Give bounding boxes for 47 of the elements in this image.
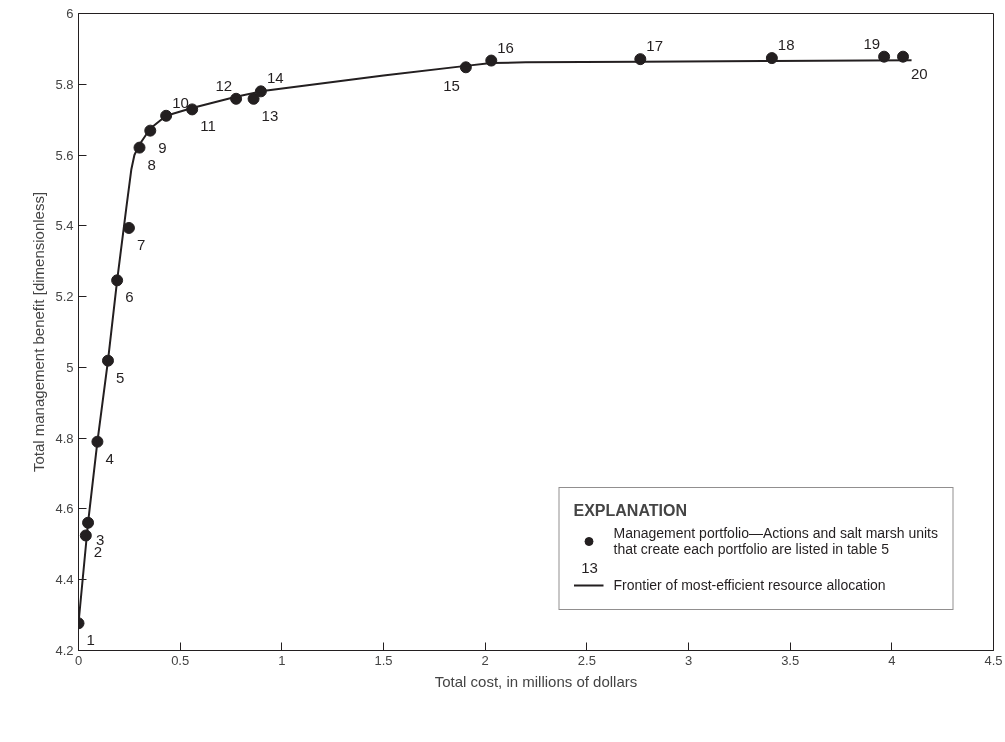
annotation: 13 [581, 558, 598, 576]
x-tick-label: 2.5 [577, 652, 596, 668]
y-tick-label: 5.8 [55, 76, 74, 92]
annotation: 10 [172, 93, 189, 111]
annotation: 9 [158, 138, 167, 156]
annotation: 17 [646, 37, 663, 55]
annotation: 8 [147, 155, 156, 173]
annotation: 4 [105, 449, 114, 467]
annotation: 20 [911, 64, 928, 82]
legend-title: EXPLANATION [573, 502, 688, 520]
annotation: 19 [863, 34, 881, 52]
annotation: 7 [136, 235, 146, 253]
annotation: 3 [96, 530, 105, 548]
x-tick-label: 3.5 [781, 652, 800, 668]
x-tick-label: 1 [278, 652, 286, 668]
point [247, 92, 260, 105]
annotation: 15 [443, 77, 460, 95]
y-tick-label: 4.2 [55, 643, 74, 658]
x-tick-label: 0.5 [171, 652, 190, 668]
legend-label: Management portfolio—Actions and salt marsh units that create each portfolio are listed in table 5 [613, 525, 938, 557]
annotation: 11 [200, 117, 216, 135]
annotation: 5 [115, 368, 125, 386]
y-tick-label: 4.6 [55, 501, 74, 517]
annotation: 16 [497, 38, 514, 56]
annotation: 12 [215, 76, 233, 94]
x-tick-label: 2 [481, 652, 489, 668]
y-tick-label: 4.4 [55, 572, 74, 588]
annotation: 14 [266, 69, 284, 87]
point [122, 221, 135, 234]
annotation: 18 [777, 36, 795, 54]
y-tick-label: 5 [66, 359, 74, 375]
x-tick-label: 4 [888, 652, 896, 668]
annotation: 13 [261, 106, 279, 124]
x-tick-label: 3 [684, 652, 693, 668]
y-tick-label: 6 [66, 6, 74, 21]
y-tick-label: 5.2 [55, 289, 74, 305]
x-axis-title: Total cost, in millions of dollars [434, 672, 638, 690]
y-axis-title: Total management benefit [dimensionless] [30, 191, 48, 473]
legend-label: Frontier of most-efficient resource allocation [613, 577, 886, 593]
x-tick-label: 1.5 [374, 652, 393, 668]
y-tick-label: 5.6 [55, 147, 74, 163]
x-tick-label: 0 [74, 652, 83, 668]
y-tick-label: 4.8 [55, 430, 74, 446]
y-tick-label: 5.4 [55, 218, 74, 234]
x-tick-label: 4.5 [984, 652, 1003, 668]
annotation: 1 [86, 631, 95, 649]
annotation: 6 [125, 288, 134, 306]
